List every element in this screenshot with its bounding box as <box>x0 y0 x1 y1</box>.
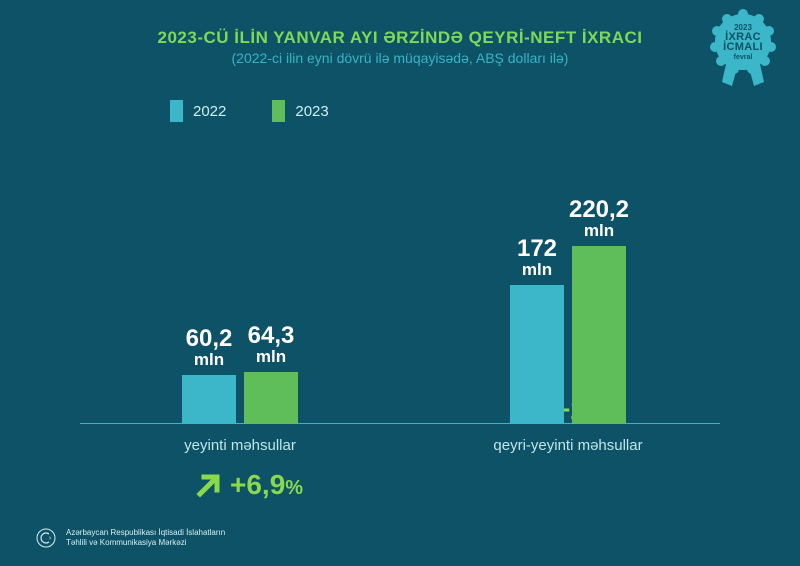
infographic-canvas: 2023-CÜ İLİN YANVAR AYI ƏRZİNDƏ QEYRİ-NE… <box>0 0 800 566</box>
badge-line2: İCMALI <box>723 42 763 53</box>
growth-indicator-food: +6,9% <box>194 469 303 501</box>
bar-food-2022: 60,2 mln <box>182 375 236 424</box>
page-subtitle: (2022-ci ilin eyni dövrü ilə müqayisədə,… <box>0 50 800 66</box>
category-label-food: yeyinti məhsullar <box>130 437 350 454</box>
footer-logo-icon <box>36 528 56 548</box>
bar-label-nonfood-2023: 220,2 mln <box>569 197 629 240</box>
legend-label-2022: 2022 <box>193 103 226 120</box>
legend-swatch-2023 <box>272 100 285 122</box>
bar-nonfood-2022: 172 mln <box>510 285 564 424</box>
header: 2023-CÜ İLİN YANVAR AYI ƏRZİNDƏ QEYRİ-NE… <box>0 28 800 66</box>
ixrac-badge: 2023 İXRAC İCMALI fevral <box>708 14 778 84</box>
bar-label-nonfood-2022: 172 mln <box>517 236 557 279</box>
bar-food-2023: 64,3 mln <box>244 372 298 424</box>
legend-label-2023: 2023 <box>295 103 328 120</box>
bar-chart: +6,9% 60,2 mln 64,3 mln yeyinti məhsulla… <box>80 120 720 460</box>
legend-item-2022: 2022 <box>170 100 226 122</box>
badge-ribbon-icon <box>722 64 764 86</box>
bars-nonfood: 172 mln 220,2 mln <box>510 246 626 424</box>
bars-food: 60,2 mln 64,3 mln <box>182 372 298 424</box>
footer-org-name: Azərbaycan Respublikası İqtisadi İslahat… <box>66 528 225 547</box>
category-label-nonfood: qeyri-yeyinti məhsullar <box>458 437 678 454</box>
badge-circle: 2023 İXRAC İCMALI fevral <box>715 14 771 70</box>
bar-label-food-2023: 64,3 mln <box>248 323 295 366</box>
arrow-up-right-icon <box>194 470 224 500</box>
legend-swatch-2022 <box>170 100 183 122</box>
bar-label-food-2022: 60,2 mln <box>186 326 233 369</box>
bar-nonfood-2023: 220,2 mln <box>572 246 626 424</box>
page-title: 2023-CÜ İLİN YANVAR AYI ƏRZİNDƏ QEYRİ-NE… <box>0 28 800 48</box>
footer: Azərbaycan Respublikası İqtisadi İslahat… <box>36 528 225 548</box>
badge-month: fevral <box>734 54 753 61</box>
legend-item-2023: 2023 <box>272 100 328 122</box>
legend: 2022 2023 <box>170 100 329 122</box>
growth-text-food: +6,9% <box>230 469 303 501</box>
